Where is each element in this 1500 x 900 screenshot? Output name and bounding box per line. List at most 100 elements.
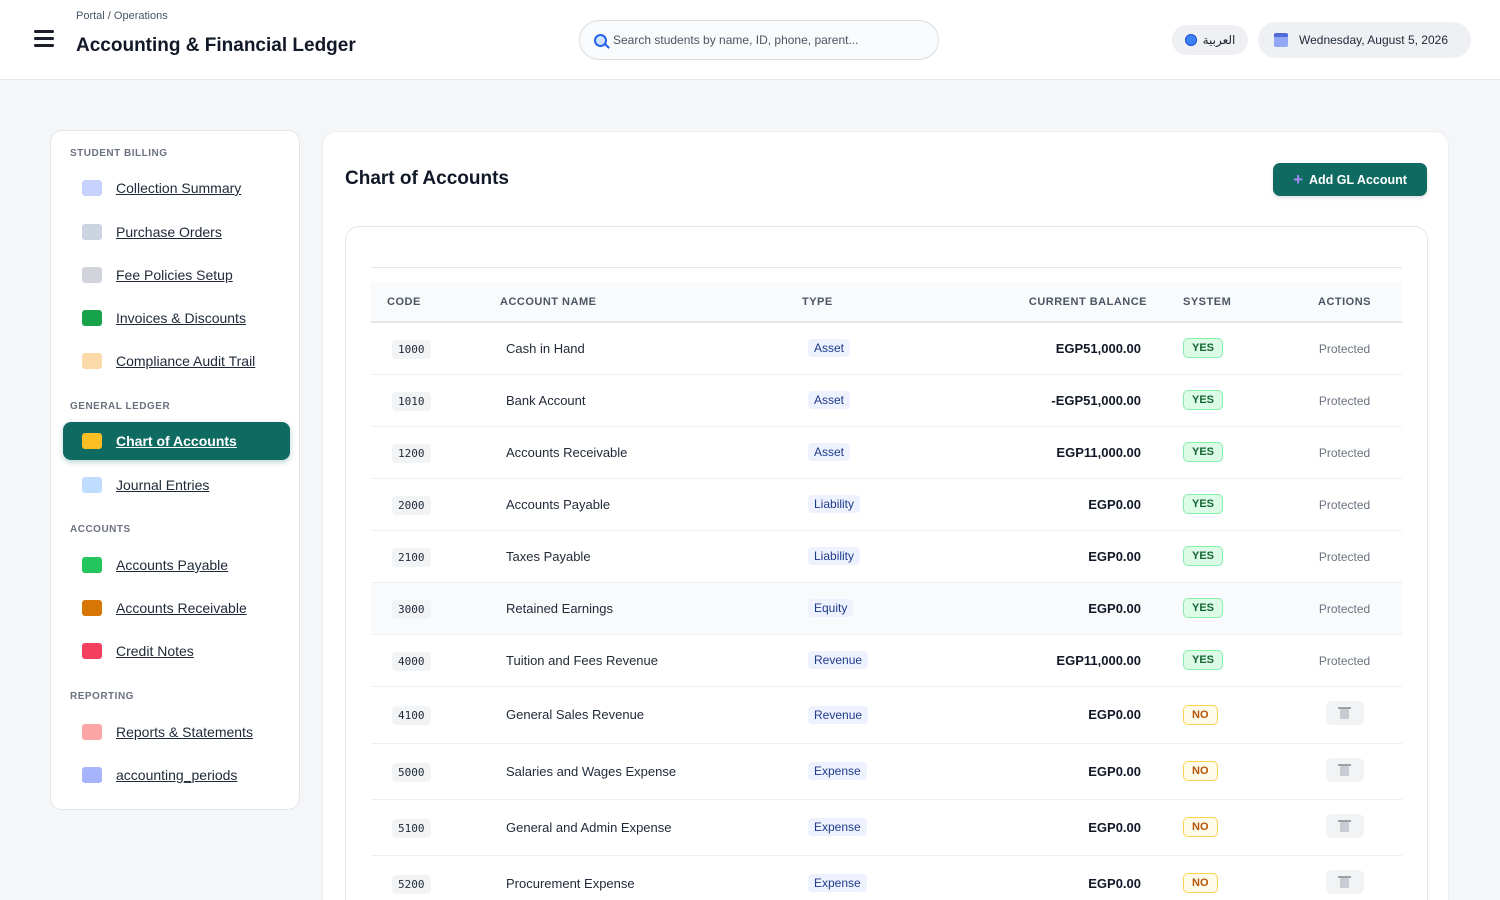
type-cell: Asset	[802, 426, 967, 478]
name-cell: Tuition and Fees Revenue	[500, 634, 802, 686]
code-cell: 4000	[371, 634, 500, 686]
sidebar-item-reports[interactable]: Reports & Statements	[63, 713, 290, 751]
account-code: 1010	[392, 391, 431, 411]
system-badge: YES	[1183, 650, 1224, 670]
plus-icon: +	[1293, 170, 1303, 189]
current-date: Wednesday, August 5, 2026	[1299, 33, 1448, 47]
sidebar-item-collection-summary[interactable]: Collection Summary	[63, 169, 290, 207]
money-wings-icon	[82, 557, 102, 573]
sidebar-item-journal-entries[interactable]: Journal Entries	[63, 466, 290, 504]
sidebar-item-label: Journal Entries	[116, 477, 210, 493]
account-name: Retained Earnings	[506, 600, 613, 616]
account-type-badge: Equity	[808, 599, 854, 617]
name-cell: Bank Account	[500, 374, 802, 426]
protected-label: Protected	[1318, 497, 1371, 512]
sidebar-item-accounts-payable[interactable]: Accounts Payable	[63, 546, 290, 584]
calendar-icon	[1274, 33, 1288, 47]
table-row: 2000 Accounts Payable Liability EGP0.00 YES P…	[371, 478, 1402, 530]
account-name: Tuition and Fees Revenue	[506, 652, 659, 668]
account-name: General Sales Revenue	[506, 707, 645, 722]
column-header-system: SYSTEM	[1183, 295, 1232, 308]
account-code: 3000	[392, 599, 431, 619]
account-type-badge: Asset	[808, 339, 851, 358]
account-name: General and Admin Expense	[506, 819, 672, 835]
sidebar-item-purchase-orders[interactable]: Purchase Orders	[63, 213, 290, 251]
sidebar-item-chart-of-accounts[interactable]: Chart of Accounts	[63, 422, 290, 460]
account-name: Bank Account	[506, 392, 586, 408]
accounts-table: CODE ACCOUNT NAME TYPE CURRENT BALANCE S…	[371, 282, 1402, 900]
table-row: 5000 Salaries and Wages Expense Expense EGP…	[371, 743, 1402, 799]
column-header-code: CODE	[387, 295, 421, 308]
sidebar-item-label: Purchase Orders	[116, 224, 222, 240]
actions-cell	[1287, 686, 1402, 743]
type-cell: Revenue	[802, 686, 967, 743]
book-icon	[82, 477, 102, 493]
table-row: 1000 Cash in Hand Asset EGP51,000.00 YES Prot…	[371, 322, 1402, 374]
system-badge: YES	[1183, 338, 1224, 359]
account-code: 2000	[392, 495, 431, 515]
protected-label: Protected	[1318, 341, 1371, 356]
sidebar-item-label: Compliance Audit Trail	[116, 353, 256, 369]
system-badge: NO	[1183, 761, 1218, 781]
trash-icon[interactable]	[1325, 757, 1364, 782]
account-name: Cash in Hand	[506, 340, 585, 356]
sidebar-item-accounts-receivable[interactable]: Accounts Receivable	[63, 589, 290, 627]
name-cell: Taxes Payable	[500, 530, 802, 582]
account-code: 4000	[392, 651, 431, 671]
scroll-icon	[82, 353, 102, 369]
breadcrumb: Portal / Operations	[76, 10, 168, 22]
account-code: 5000	[392, 762, 431, 782]
type-cell: Asset	[802, 322, 967, 374]
name-cell: General Sales Revenue	[500, 686, 802, 743]
search-input[interactable]	[613, 33, 913, 47]
account-type-badge: Expense	[808, 762, 867, 780]
language-toggle[interactable]: العربية	[1172, 25, 1248, 55]
system-badge: YES	[1183, 598, 1224, 618]
menu-icon[interactable]	[34, 30, 54, 48]
account-balance: EGP51,000.00	[1055, 340, 1141, 356]
type-cell: Expense	[802, 855, 967, 900]
sidebar-item-credit-notes[interactable]: Credit Notes	[63, 632, 290, 670]
system-cell: YES	[1147, 634, 1287, 686]
balance-cell: EGP0.00	[967, 478, 1147, 530]
sidebar-item-accounting-periods[interactable]: accounting_periods	[63, 756, 290, 794]
actions-cell: Protected	[1287, 322, 1402, 374]
sidebar-item-label: Collection Summary	[116, 180, 242, 196]
actions-cell	[1287, 799, 1402, 855]
name-cell: Procurement Expense	[500, 855, 802, 900]
actions-cell: Protected	[1287, 530, 1402, 582]
balance-cell: EGP11,000.00	[967, 426, 1147, 478]
account-balance: EGP0.00	[1088, 763, 1141, 779]
chart-up-icon	[82, 180, 102, 196]
sidebar-section-title: GENERAL LEDGER	[70, 401, 171, 412]
trash-icon[interactable]	[1325, 869, 1364, 894]
search-box[interactable]	[579, 20, 939, 60]
type-cell: Liability	[802, 478, 967, 530]
type-cell: Expense	[802, 743, 967, 799]
add-gl-account-button[interactable]: + Add GL Account	[1273, 163, 1427, 196]
code-cell: 1010	[371, 374, 500, 426]
actions-cell	[1287, 743, 1402, 799]
account-name: Procurement Expense	[506, 875, 635, 891]
sidebar-item-fee-policies[interactable]: Fee Policies Setup	[63, 256, 290, 294]
system-badge: YES	[1183, 546, 1224, 566]
trash-icon[interactable]	[1325, 701, 1364, 725]
table-row: 4100 General Sales Revenue Revenue EGP0.00 N…	[371, 686, 1402, 743]
balance-cell: EGP0.00	[967, 743, 1147, 799]
type-cell: Asset	[802, 374, 967, 426]
sidebar-item-invoices[interactable]: Invoices & Discounts	[63, 299, 290, 337]
page-title: Accounting & Financial Ledger	[76, 35, 356, 56]
trash-icon[interactable]	[1325, 813, 1364, 838]
account-type-badge: Liability	[808, 495, 861, 513]
account-type-badge: Liability	[808, 547, 861, 565]
sidebar-item-audit-trail[interactable]: Compliance Audit Trail	[63, 342, 290, 380]
table-header-row: CODE ACCOUNT NAME TYPE CURRENT BALANCE S…	[371, 282, 1402, 322]
sidebar-item-label: Invoices & Discounts	[116, 310, 246, 326]
sidebar-item-label: Fee Policies Setup	[116, 267, 233, 283]
code-cell: 1000	[371, 322, 500, 374]
account-code: 4100	[392, 706, 431, 725]
language-label: العربية	[1202, 33, 1236, 47]
code-cell: 5000	[371, 743, 500, 799]
table-row: 2100 Taxes Payable Liability EGP0.00 YES Prot…	[371, 530, 1402, 582]
sidebar-item-label: Accounts Payable	[116, 557, 229, 573]
